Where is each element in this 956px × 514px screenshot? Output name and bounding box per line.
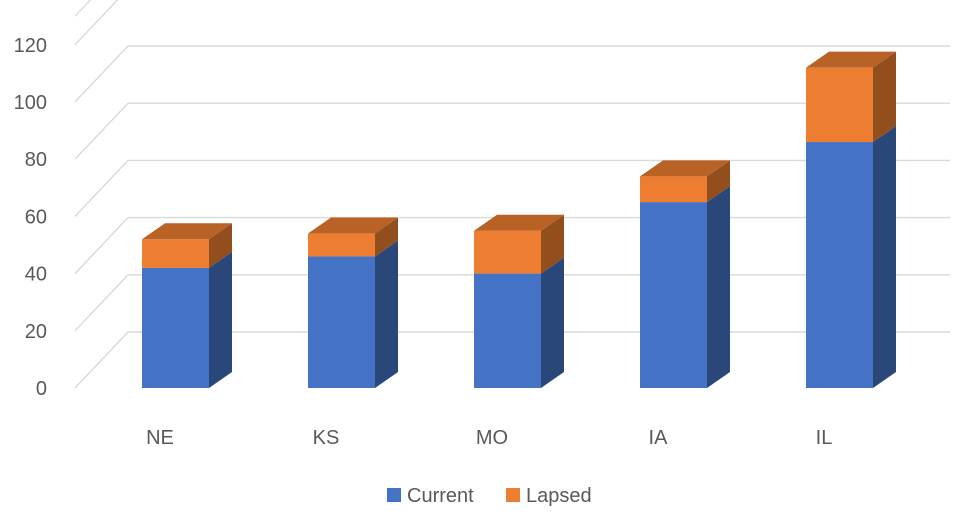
legend-label-current: Current	[407, 485, 474, 507]
gridline	[74, 0, 119, 46]
bar-segment-side	[209, 223, 232, 268]
y-tick-label: 80	[25, 149, 47, 171]
gridline	[74, 45, 950, 103]
y-axis-tick-labels: 0 20 40 60 80 100 120	[14, 35, 47, 400]
bar-segment-lapsed	[806, 67, 873, 143]
x-axis-category-labels: NE KS MO IA IL	[146, 427, 832, 449]
bar-segment-current	[474, 273, 541, 388]
bar-segment-lapsed	[640, 176, 707, 203]
bar-segment-top	[806, 51, 896, 68]
x-tick-label: IL	[816, 427, 833, 449]
gridline	[74, 102, 950, 160]
y-tick-label: 20	[25, 321, 47, 343]
x-tick-label: NE	[146, 427, 174, 449]
x-tick-label: IA	[649, 427, 669, 449]
bar-segment-side	[541, 257, 564, 388]
bar-segment-top	[474, 214, 564, 231]
bar-segment-side	[707, 160, 730, 203]
bar-segment-lapsed	[474, 230, 541, 274]
legend-swatch-current	[387, 488, 401, 502]
bar-segment-current	[640, 202, 707, 388]
bar-segment-side	[873, 126, 896, 388]
y-tick-label: 60	[25, 206, 47, 228]
y-tick-label: 120	[14, 35, 47, 57]
bar-stack-mo	[474, 214, 564, 388]
bar-segment-top	[142, 223, 232, 240]
y-tick-label: 100	[14, 92, 47, 114]
bar-segment-side	[375, 217, 398, 257]
bar-segment-side	[873, 51, 896, 143]
bar-stack-ks	[308, 217, 398, 388]
x-tick-label: KS	[313, 427, 340, 449]
bars	[142, 51, 896, 388]
bar-segment-side	[375, 240, 398, 388]
bar-stack-ne	[142, 223, 232, 388]
bar-segment-side	[209, 251, 232, 388]
x-tick-label: MO	[476, 427, 508, 449]
bar-segment-top	[308, 217, 398, 234]
bar-stack-ia	[640, 160, 730, 388]
bar-stack-il	[806, 51, 896, 388]
legend-label-lapsed: Lapsed	[526, 485, 592, 507]
bar-segment-side	[541, 214, 564, 274]
gridline	[74, 0, 92, 17]
bar-segment-current	[308, 256, 375, 388]
y-tick-label: 0	[36, 378, 47, 400]
legend: Current Lapsed	[387, 485, 592, 507]
legend-swatch-lapsed	[506, 488, 520, 502]
bar-segment-top	[640, 160, 730, 177]
bar-segment-side	[707, 186, 730, 388]
bar-segment-current	[142, 267, 209, 388]
y-tick-label: 40	[25, 264, 47, 286]
bar-segment-current	[806, 142, 873, 388]
bar-segment-lapsed	[308, 233, 375, 257]
bar-segment-lapsed	[142, 239, 209, 268]
